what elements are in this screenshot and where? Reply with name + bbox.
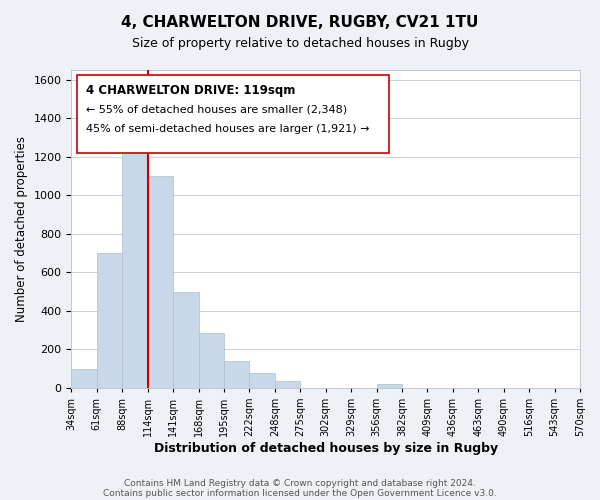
Text: ← 55% of detached houses are smaller (2,348): ← 55% of detached houses are smaller (2,… [86,104,347,114]
Bar [250,372,275,388]
Bar [173,292,199,388]
Bar [224,361,250,388]
Y-axis label: Number of detached properties: Number of detached properties [15,136,28,322]
Bar [148,176,173,388]
Bar [71,368,97,388]
Bar [97,253,122,388]
Text: 4, CHARWELTON DRIVE, RUGBY, CV21 1TU: 4, CHARWELTON DRIVE, RUGBY, CV21 1TU [121,15,479,30]
Bar [275,381,300,388]
Text: Size of property relative to detached houses in Rugby: Size of property relative to detached ho… [131,38,469,51]
Text: 45% of semi-detached houses are larger (1,921) →: 45% of semi-detached houses are larger (… [86,124,370,134]
X-axis label: Distribution of detached houses by size in Rugby: Distribution of detached houses by size … [154,442,498,455]
Text: 4 CHARWELTON DRIVE: 119sqm: 4 CHARWELTON DRIVE: 119sqm [86,84,296,97]
Bar [122,130,148,388]
Text: Contains HM Land Registry data © Crown copyright and database right 2024.: Contains HM Land Registry data © Crown c… [124,478,476,488]
Bar [377,384,402,388]
Text: Contains public sector information licensed under the Open Government Licence v3: Contains public sector information licen… [103,488,497,498]
Bar [199,333,224,388]
